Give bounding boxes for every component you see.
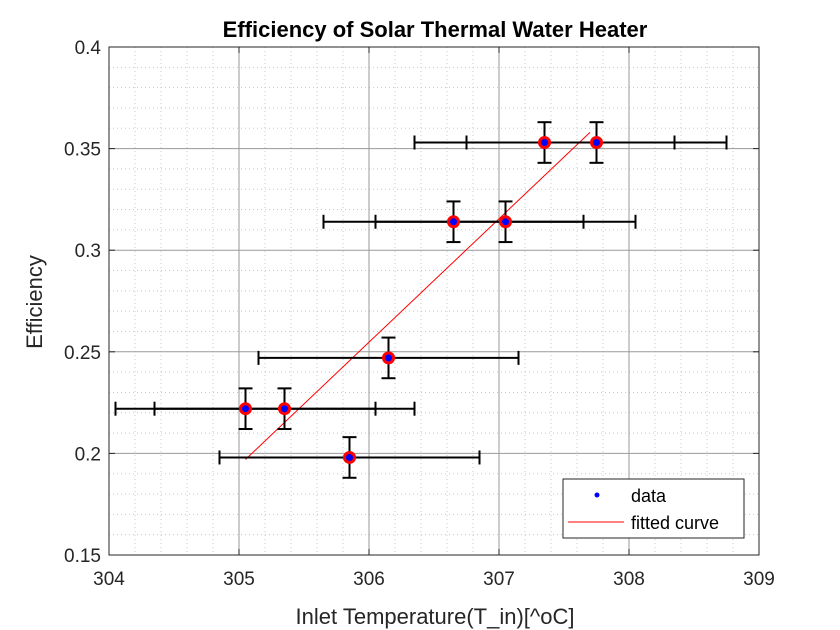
axis-ticks xyxy=(108,46,760,556)
x-axis-label: Inlet Temperature(T_in)[^oC] xyxy=(296,604,575,629)
data-point xyxy=(590,136,603,150)
x-tick-label: 309 xyxy=(743,569,775,590)
data-point xyxy=(382,351,395,365)
legend-data-label: data xyxy=(631,486,667,506)
data-point xyxy=(239,402,252,416)
x-tick-label: 304 xyxy=(93,569,125,590)
x-tick-label: 306 xyxy=(353,569,385,590)
x-tick-label: 308 xyxy=(613,569,645,590)
x-tick-label: 307 xyxy=(483,569,515,590)
fitted-curve-layer xyxy=(245,131,591,460)
data-point xyxy=(278,402,291,416)
y-tick-label: 0.15 xyxy=(64,546,101,567)
y-tick-label: 0.4 xyxy=(75,38,102,59)
legend-data-marker xyxy=(594,492,600,498)
data-point xyxy=(343,450,356,464)
legend: data fitted curve xyxy=(562,478,745,539)
legend-fitted-curve-label: fitted curve xyxy=(631,513,719,533)
data-point xyxy=(499,215,512,229)
minor-grid xyxy=(109,47,759,555)
data-point xyxy=(538,136,551,150)
chart-title: Efficiency of Solar Thermal Water Heater xyxy=(223,17,648,42)
y-tick-label: 0.25 xyxy=(64,343,101,364)
y-tick-label: 0.35 xyxy=(64,140,101,161)
y-axis-label: Efficiency xyxy=(22,255,47,349)
fitted-curve-line xyxy=(245,131,591,460)
x-tick-label: 305 xyxy=(223,569,255,590)
y-tick-label: 0.2 xyxy=(75,444,101,465)
legend-box xyxy=(562,478,745,539)
plot-area xyxy=(108,46,760,556)
y-tick-labels: 0.15 0.2 0.25 0.3 0.35 0.4 xyxy=(64,38,101,567)
x-tick-labels: 304 305 306 307 308 309 xyxy=(93,569,775,590)
data-marker-layer xyxy=(239,136,603,464)
data-point xyxy=(447,215,460,229)
y-tick-label: 0.3 xyxy=(75,241,101,262)
